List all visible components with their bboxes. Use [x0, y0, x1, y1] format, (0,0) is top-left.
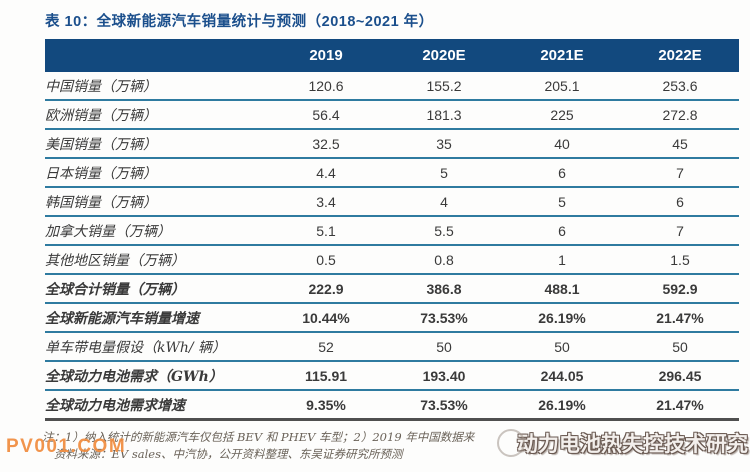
cell-value: 21.47%: [621, 390, 739, 421]
table-row: 其他地区销量（万辆） 0.5 0.8 1 1.5: [45, 245, 739, 275]
source-note: 资料来源：EV sales、中汽协，公开资料整理、东吴证券研究所预测: [54, 447, 403, 461]
cell-value: 225: [503, 100, 621, 130]
header-col-2022e: 2022E: [621, 39, 739, 72]
cell-value: 45: [621, 129, 739, 159]
cell-value: 26.19%: [503, 390, 621, 421]
table-row: 全球动力电池需求（GWh） 115.91 193.40 244.05 296.45: [45, 361, 739, 391]
row-label: 韩国销量（万辆）: [45, 187, 267, 217]
cell-value: 32.5: [267, 129, 385, 159]
row-label: 全球新能源汽车销量增速: [45, 303, 267, 333]
table-row: 全球新能源汽车销量增速 10.44% 73.53% 26.19% 21.47%: [45, 303, 739, 333]
watermark-research-text: 动力电池热失控技术研究: [517, 433, 748, 456]
cell-value: 272.8: [621, 100, 739, 130]
header-col-2019: 2019: [267, 39, 385, 72]
table-row: 韩国销量（万辆） 3.4 4 5 6: [45, 187, 739, 217]
cell-value: 193.40: [385, 361, 503, 391]
row-label: 全球动力电池需求增速: [45, 390, 267, 421]
cell-value: 4.4: [267, 158, 385, 188]
row-label: 单车带电量假设（kWh/ 辆）: [45, 332, 267, 362]
header-empty-cell: [45, 39, 267, 72]
cell-value: 181.3: [385, 100, 503, 130]
cell-value: 4: [385, 187, 503, 217]
cell-value: 9.35%: [267, 390, 385, 421]
row-label: 其他地区销量（万辆）: [45, 245, 267, 275]
cell-value: 50: [503, 332, 621, 362]
cell-value: 73.53%: [385, 390, 503, 421]
cell-value: 10.44%: [267, 303, 385, 333]
footnote-line: 注：1）纳入统计的新能源汽车仅包括 BEV 和 PHEV 车型；2）2019 年…: [42, 430, 475, 444]
cell-value: 0.5: [267, 245, 385, 275]
cell-value: 52: [267, 332, 385, 362]
row-label: 中国销量（万辆）: [45, 72, 267, 101]
cell-value: 386.8: [385, 274, 503, 304]
cell-value: 5: [385, 158, 503, 188]
cell-value: 26.19%: [503, 303, 621, 333]
cell-value: 6: [503, 216, 621, 246]
cell-value: 35: [385, 129, 503, 159]
table-row: 加拿大销量（万辆） 5.1 5.5 6 7: [45, 216, 739, 246]
cell-value: 120.6: [267, 72, 385, 101]
cell-value: 222.9: [267, 274, 385, 304]
cell-value: 6: [503, 158, 621, 188]
cell-value: 5.5: [385, 216, 503, 246]
table-row: 中国销量（万辆） 120.6 155.2 205.1 253.6: [45, 72, 739, 101]
cell-value: 488.1: [503, 274, 621, 304]
table-row: 欧洲销量（万辆） 56.4 181.3 225 272.8: [45, 100, 739, 130]
cell-value: 205.1: [503, 72, 621, 101]
stamp-circle-icon: [497, 429, 525, 457]
cell-value: 7: [621, 158, 739, 188]
cell-value: 244.05: [503, 361, 621, 391]
table-row: 全球合计销量（万辆） 222.9 386.8 488.1 592.9: [45, 274, 739, 304]
cell-value: 21.47%: [621, 303, 739, 333]
cell-value: 7: [621, 216, 739, 246]
cell-value: 56.4: [267, 100, 385, 130]
cell-value: 1.5: [621, 245, 739, 275]
cell-value: 253.6: [621, 72, 739, 101]
header-col-2021e: 2021E: [503, 39, 621, 72]
cell-value: 5: [503, 187, 621, 217]
table-row: 美国销量（万辆） 32.5 35 40 45: [45, 129, 739, 159]
table-row: 单车带电量假设（kWh/ 辆） 52 50 50 50: [45, 332, 739, 362]
cell-value: 3.4: [267, 187, 385, 217]
table-row: 日本销量（万辆） 4.4 5 6 7: [45, 158, 739, 188]
table-title: 表 10：全球新能源汽车销量统计与预测（2018~2021 年）: [45, 14, 434, 30]
cell-value: 40: [503, 129, 621, 159]
sales-forecast-table: 2019 2020E 2021E 2022E 中国销量（万辆） 120.6 155.…: [45, 39, 739, 421]
header-row: 2019 2020E 2021E 2022E: [45, 39, 739, 72]
footnotes: 注：1）纳入统计的新能源汽车仅包括 BEV 和 PHEV 车型；2）2019 年…: [42, 429, 602, 463]
cell-value: 1: [503, 245, 621, 275]
cell-value: 73.53%: [385, 303, 503, 333]
cell-value: 50: [385, 332, 503, 362]
cell-value: 5.1: [267, 216, 385, 246]
header-col-2020e: 2020E: [385, 39, 503, 72]
row-label: 美国销量（万辆）: [45, 129, 267, 159]
cell-value: 6: [621, 187, 739, 217]
cell-value: 296.45: [621, 361, 739, 391]
watermark-pv001: PV001.COM: [6, 436, 127, 457]
cell-value: 592.9: [621, 274, 739, 304]
row-label: 加拿大销量（万辆）: [45, 216, 267, 246]
watermark-research: 动力电池热失控技术研究: [497, 428, 748, 458]
cell-value: 50: [621, 332, 739, 362]
row-label: 全球合计销量（万辆）: [45, 274, 267, 304]
row-label: 日本销量（万辆）: [45, 158, 267, 188]
row-label: 欧洲销量（万辆）: [45, 100, 267, 130]
cell-value: 155.2: [385, 72, 503, 101]
table-row: 全球动力电池需求增速 9.35% 73.53% 26.19% 21.47%: [45, 390, 739, 421]
cell-value: 115.91: [267, 361, 385, 391]
row-label: 全球动力电池需求（GWh）: [45, 361, 267, 391]
cell-value: 0.8: [385, 245, 503, 275]
